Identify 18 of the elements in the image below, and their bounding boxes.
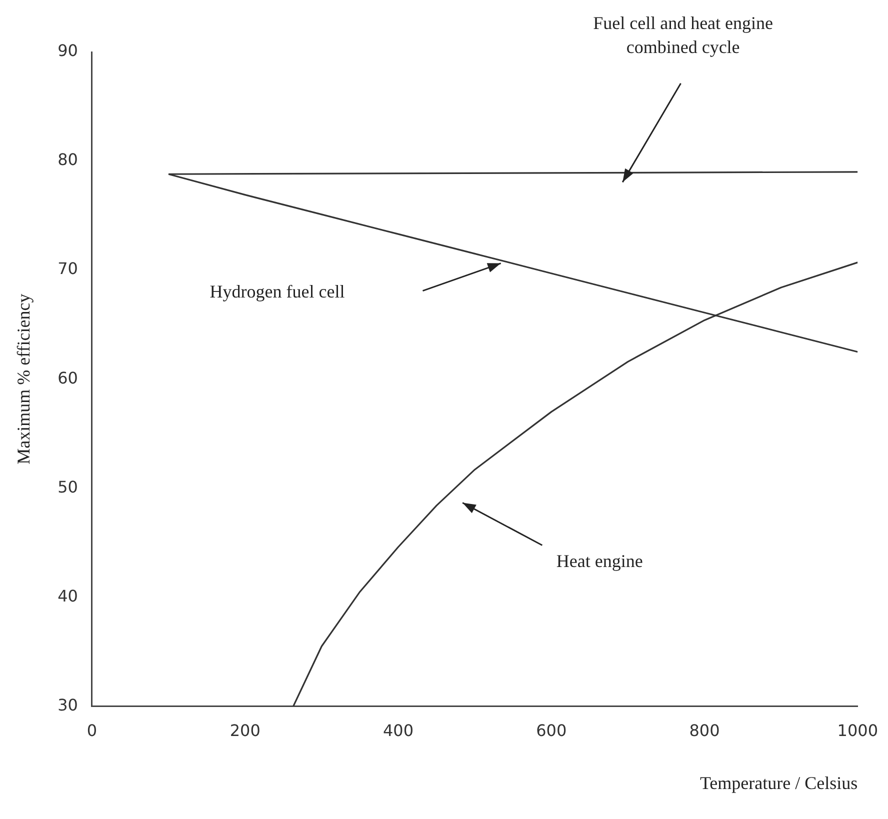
x-axis-title: Temperature / Celsius: [700, 772, 858, 793]
y-tick-label: 60: [58, 368, 78, 388]
x-tick-label: 400: [382, 720, 414, 740]
y-tick-label: 40: [58, 586, 78, 606]
annotation: Heat engine: [556, 551, 643, 572]
y-tick-label: 90: [58, 41, 78, 60]
x-tick-label: 200: [230, 720, 260, 740]
x-tick-label: 0: [86, 720, 98, 740]
y-axis-title: Maximum % efficiency: [14, 294, 34, 464]
x-tick-label: 800: [689, 720, 720, 740]
y-tick-label: 70: [58, 259, 78, 278]
y-tick-label: 30: [58, 695, 78, 714]
y-tick-label: 50: [58, 477, 78, 496]
annotation: Fuel cell and heat engine combined cycle: [593, 13, 774, 58]
x-tick-label: 600: [536, 720, 567, 740]
x-tick-label: 1000: [837, 720, 878, 740]
y-tick-label: 80: [58, 150, 78, 170]
annotation: Hydrogen fuel cell: [210, 281, 345, 302]
